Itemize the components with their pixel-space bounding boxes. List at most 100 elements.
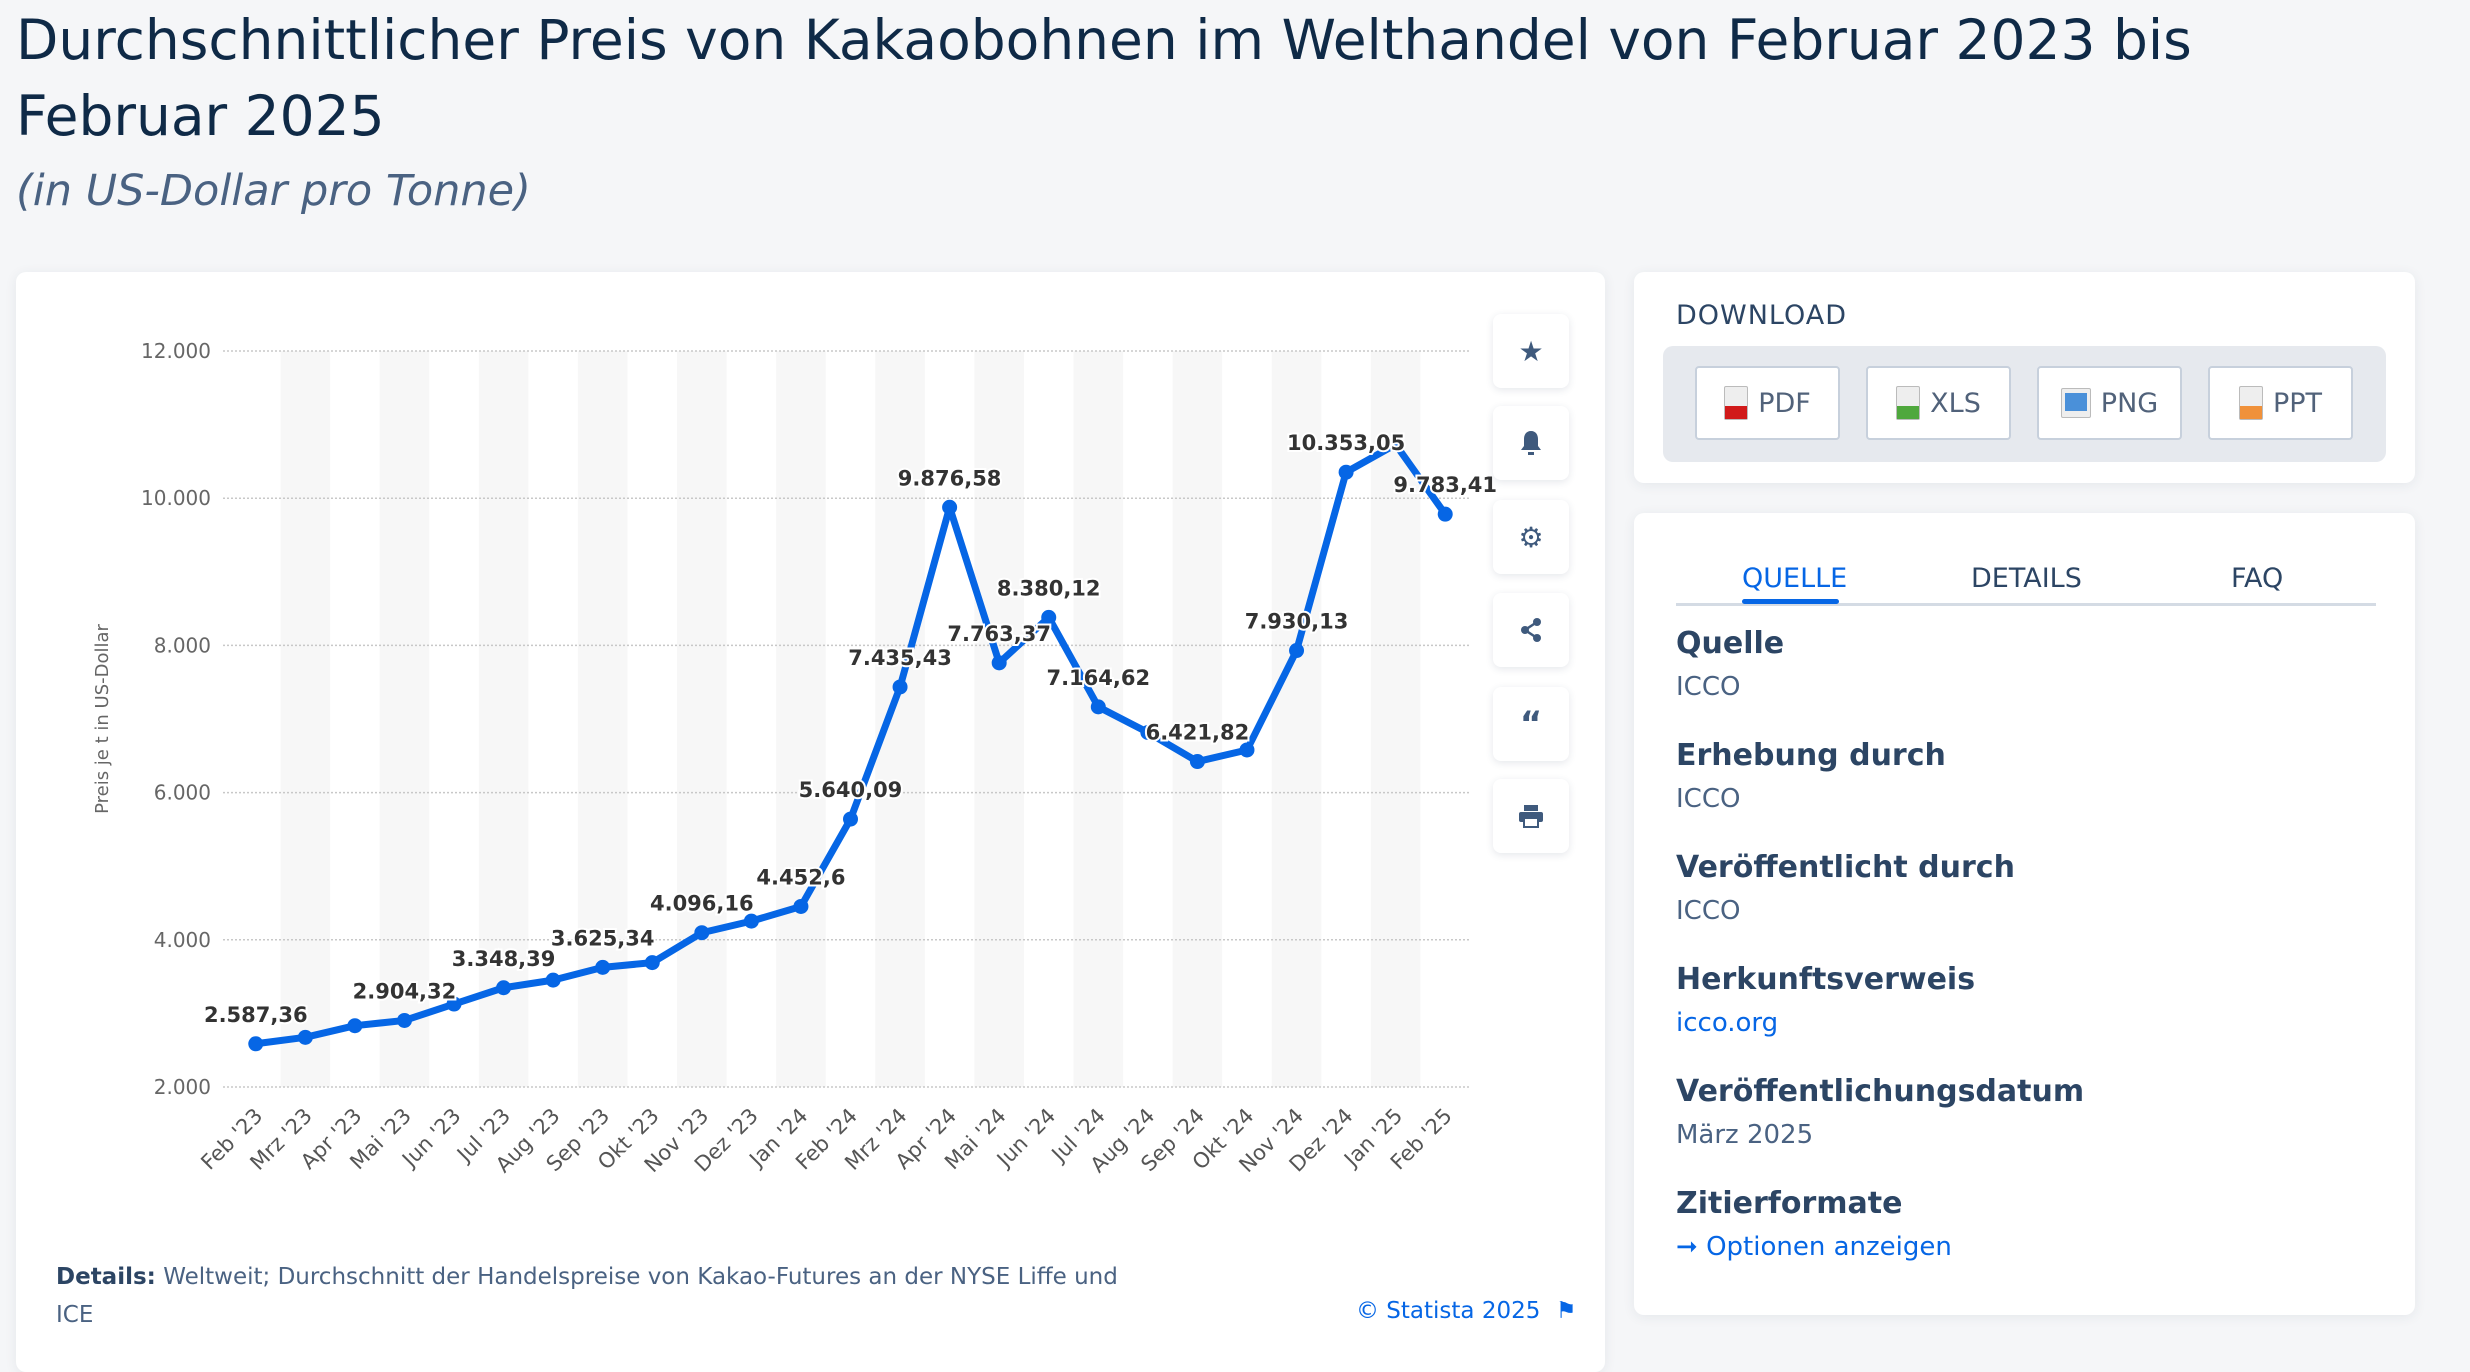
ppt-file-icon <box>2238 386 2263 420</box>
column-band <box>1370 351 1421 1087</box>
download-xls-button[interactable]: XLS <box>1866 366 2011 440</box>
info-card: QUELLE DETAILS FAQ Quelle ICCO Erhebung … <box>1634 513 2415 1315</box>
data-label: 5.640,09 <box>799 778 903 802</box>
column-band <box>280 351 331 1087</box>
tab-faq[interactable]: FAQ <box>2231 563 2284 594</box>
data-point <box>595 959 611 975</box>
share-button[interactable] <box>1493 593 1569 667</box>
column-band <box>677 351 727 1087</box>
page-subtitle: (in US-Dollar pro Tonne) <box>16 166 531 216</box>
download-png-button[interactable]: PNG <box>2037 366 2182 440</box>
surveyed-by-heading: Erhebung durch <box>1676 738 1946 773</box>
data-point <box>496 980 512 996</box>
print-button[interactable] <box>1493 779 1569 853</box>
tab-details[interactable]: DETAILS <box>1971 563 2082 594</box>
data-label: 9.876,58 <box>898 466 1002 490</box>
data-label: 3.625,34 <box>551 926 655 950</box>
publication-date-value: März 2025 <box>1676 1120 1814 1150</box>
data-point <box>644 955 660 971</box>
tab-quelle[interactable]: QUELLE <box>1742 563 1848 594</box>
data-point <box>1140 724 1156 740</box>
data-label: 10.353,05 <box>1287 431 1405 455</box>
y-tick-label: 10.000 <box>141 486 211 510</box>
data-point <box>1289 643 1305 659</box>
published-by-heading: Veröffentlicht durch <box>1676 850 2015 885</box>
surveyed-by-value: ICCO <box>1676 784 1741 814</box>
data-point <box>1437 506 1453 522</box>
data-point <box>892 679 908 695</box>
data-point <box>793 898 809 914</box>
show-options-link[interactable]: ➞ Optionen anzeigen <box>1676 1232 2084 1272</box>
data-label: 3.348,39 <box>452 947 556 971</box>
data-point <box>991 655 1007 671</box>
data-label: 2.587,36 <box>204 1003 308 1027</box>
data-point <box>396 1012 412 1028</box>
column-band <box>1172 351 1223 1087</box>
column-band <box>478 351 529 1087</box>
data-label: 7.435,43 <box>848 646 952 670</box>
series-line <box>255 440 1449 1048</box>
line-chart: 2.000 4.000 6.000 8.000 10.000 12.000 Preis je… <box>92 339 1499 1177</box>
active-tab-indicator <box>1742 599 1839 604</box>
notification-button[interactable] <box>1493 406 1569 480</box>
page-title: Durchschnittlicher Preis von Kakaobohnen… <box>16 8 2192 148</box>
publication-date-heading: Veröffentlichungsdatum <box>1676 1074 2085 1109</box>
download-card: DOWNLOAD PDF XLS PNG PPT <box>1634 272 2415 483</box>
data-point <box>248 1036 264 1052</box>
show-options-label: Optionen anzeigen <box>1706 1232 1952 1262</box>
data-point <box>1388 436 1404 452</box>
data-point <box>545 972 561 988</box>
data-label: 7.164,62 <box>1046 666 1150 690</box>
y-tick-label: 8.000 <box>154 633 211 657</box>
data-point <box>446 996 462 1012</box>
download-buttons: PDF XLS PNG PPT <box>1663 346 2386 462</box>
data-point <box>297 1029 313 1045</box>
data-label: 7.763,37 <box>947 622 1051 646</box>
data-label: 4.096,16 <box>650 892 754 916</box>
favorite-button[interactable]: ★ <box>1493 314 1569 388</box>
data-label: 2.904,32 <box>353 979 457 1003</box>
data-label: 8.380,12 <box>997 576 1101 600</box>
column-band <box>776 351 826 1087</box>
data-point <box>694 925 710 941</box>
statista-copyright-link[interactable]: © Statista 2025 ⚑ <box>1356 1298 1576 1324</box>
chart-card: 2.000 4.000 6.000 8.000 10.000 12.000 Preis je… <box>16 272 1605 1372</box>
quote-icon: “ <box>1519 704 1543 744</box>
download-pdf-button[interactable]: PDF <box>1695 366 1840 440</box>
column-band <box>577 351 628 1087</box>
chart-footnote: Details: Weltweit; Durchschnitt der Hand… <box>56 1258 1156 1334</box>
y-tick-label: 4.000 <box>154 928 211 952</box>
ppt-label: PPT <box>2272 387 2323 419</box>
published-by-value: ICCO <box>1676 896 1741 926</box>
cite-button[interactable]: “ <box>1493 687 1569 761</box>
star-icon: ★ <box>1518 334 1544 368</box>
gear-icon: ⚙ <box>1518 520 1544 554</box>
png-image-icon <box>2060 388 2091 418</box>
print-icon <box>1519 805 1543 828</box>
column-band <box>1271 351 1322 1087</box>
y-tick-label: 12.000 <box>141 339 211 363</box>
y-tick-label: 2.000 <box>154 1075 211 1099</box>
info-list: Quelle ICCO Erhebung durch ICCO Veröffen… <box>1676 626 2084 1272</box>
column-band <box>379 351 430 1087</box>
info-tabs: QUELLE DETAILS FAQ <box>1676 553 2376 606</box>
flag-icon: ⚑ <box>1555 1298 1577 1324</box>
column-band <box>974 351 1024 1087</box>
origin-heading: Herkunftsverweis <box>1676 962 1976 997</box>
download-ppt-button[interactable]: PPT <box>2208 366 2353 440</box>
source-value: ICCO <box>1676 672 1741 702</box>
y-axis-title: Preis je t in US-Dollar <box>92 623 113 813</box>
details-label: Details: <box>56 1264 156 1290</box>
y-tick-label: 6.000 <box>154 781 211 805</box>
citation-heading: Zitierformate <box>1676 1186 1903 1221</box>
column-band <box>875 351 925 1087</box>
data-point <box>743 913 759 929</box>
share-icon <box>1521 618 1541 642</box>
xls-label: XLS <box>1930 387 1981 419</box>
data-point <box>1239 742 1255 758</box>
download-title: DOWNLOAD <box>1676 300 1848 331</box>
settings-button[interactable]: ⚙ <box>1493 500 1569 574</box>
data-point <box>942 499 958 515</box>
origin-link[interactable]: icco.org <box>1676 1008 1779 1038</box>
data-label: 6.421,82 <box>1146 721 1250 745</box>
